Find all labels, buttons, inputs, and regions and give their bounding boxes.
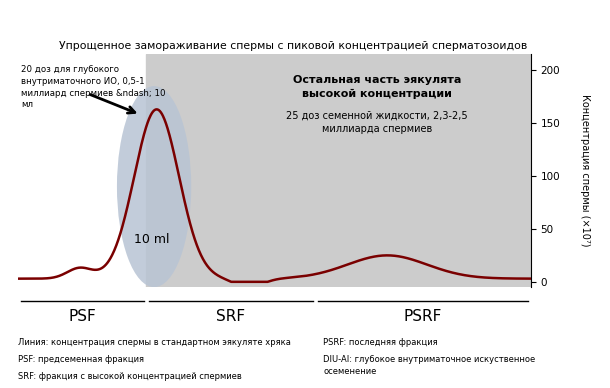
Y-axis label: Концентрация спермы (×10⁷): Концентрация спермы (×10⁷) bbox=[580, 94, 590, 247]
Text: 10 ml: 10 ml bbox=[134, 233, 169, 246]
Text: DIU-AI: глубокое внутриматочное искуственное
осеменение: DIU-AI: глубокое внутриматочное искустве… bbox=[323, 355, 536, 376]
Text: PSRF: PSRF bbox=[404, 309, 442, 324]
Text: PSF: PSF bbox=[68, 309, 96, 324]
Text: SRF: фракция с высокой концентрацией спермиев: SRF: фракция с высокой концентрацией спе… bbox=[18, 372, 242, 381]
Text: SRF: SRF bbox=[217, 309, 245, 324]
Text: PSF: предсеменная фракция: PSF: предсеменная фракция bbox=[18, 355, 145, 364]
Text: 25 доз семенной жидкости, 2,3-2,5
миллиарда спермиев: 25 доз семенной жидкости, 2,3-2,5 миллиа… bbox=[286, 111, 468, 133]
Bar bbox=[146, 54, 531, 287]
Text: PSRF: последняя фракция: PSRF: последняя фракция bbox=[323, 338, 438, 346]
Text: 20 доз для глубокого
внутриматочного ИО, 0,5-1
миллиард спермиев &ndash; 10
мл: 20 доз для глубокого внутриматочного ИО,… bbox=[21, 65, 165, 109]
Text: Остальная часть эякулята
высокой концентрации: Остальная часть эякулята высокой концент… bbox=[293, 76, 461, 99]
Ellipse shape bbox=[117, 86, 192, 287]
Text: Линия: концентрация спермы в стандартном эякуляте хряка: Линия: концентрация спермы в стандартном… bbox=[18, 338, 291, 346]
Text: Упрощенное замораживание спермы с пиковой концентрацией сперматозоидов: Упрощенное замораживание спермы с пиково… bbox=[59, 41, 527, 51]
